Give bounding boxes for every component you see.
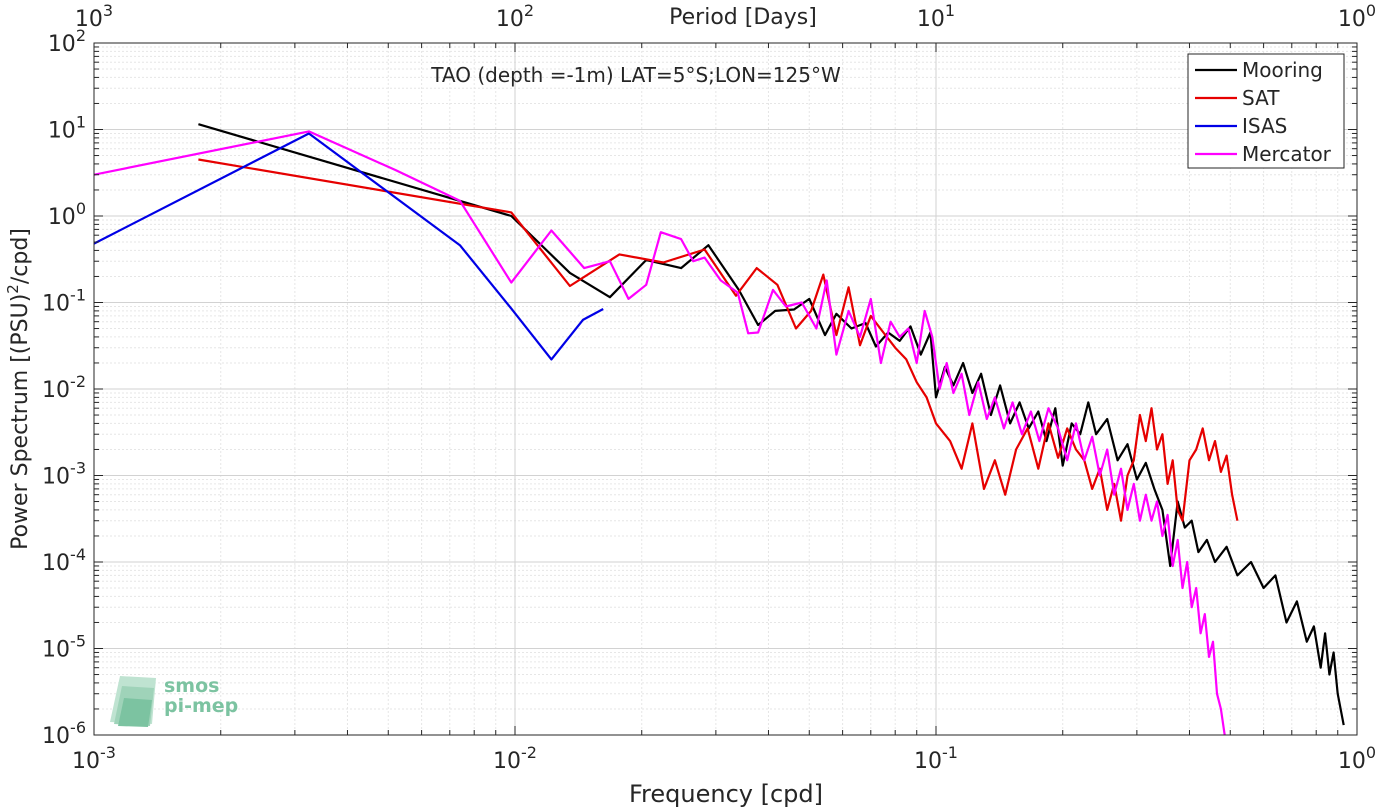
chart-title: TAO (depth =-1m) LAT=5°S;LON=125°W — [430, 63, 841, 87]
top-tick-base: 10 — [1338, 7, 1366, 32]
top-tick-label: 103 — [75, 1, 113, 32]
top-tick-exponent: 0 — [1366, 1, 1376, 20]
y-tick-exponent: -5 — [70, 632, 86, 651]
tick-marks — [93, 42, 1358, 736]
x-tick-label: 100 — [1338, 743, 1376, 774]
series-line-mooring — [198, 123, 1345, 726]
y-axis-label-tail: /cpd] — [8, 228, 33, 284]
y-tick-label: 10-4 — [42, 545, 86, 576]
x-tick-exponent: 0 — [1366, 743, 1376, 762]
logo-text-pimep: pi-mep — [164, 695, 239, 717]
series-line-sat — [198, 158, 1239, 522]
y-tick-base: 10 — [42, 638, 70, 663]
legend-box — [1187, 53, 1345, 169]
y-tick-label: 101 — [48, 113, 86, 144]
y-tick-exponent: 1 — [76, 113, 86, 132]
y-axis-label-sup: 2 — [4, 284, 22, 294]
y-tick-base: 10 — [48, 32, 76, 57]
legend: Mooring SAT ISAS Mercator — [1187, 53, 1345, 169]
series-layer — [94, 123, 1345, 735]
legend-label-mercator: Mercator — [1242, 142, 1332, 166]
y-tick-label: 10-3 — [42, 459, 86, 490]
y-tick-base: 10 — [42, 724, 70, 749]
legend-label-sat: SAT — [1242, 86, 1280, 110]
tick-labels: 10-3 10-2 10-1 10010-610-510-410-310-210-11… — [42, 1, 1376, 774]
x-tick-label: 10-1 — [914, 743, 958, 774]
y-tick-exponent: 0 — [76, 199, 86, 218]
top-tick-base: 10 — [496, 7, 524, 32]
smos-pi-mep-logo: smos pi-mep — [108, 672, 248, 728]
y-tick-exponent: -6 — [70, 718, 86, 737]
legend-label-mooring: Mooring — [1242, 58, 1323, 82]
x-tick-exponent: -1 — [942, 743, 958, 762]
y-tick-label: 10-5 — [42, 632, 86, 663]
y-tick-label: 10-6 — [42, 718, 86, 749]
y-tick-exponent: -4 — [70, 545, 86, 564]
top-tick-base: 10 — [75, 7, 103, 32]
y-tick-base: 10 — [42, 465, 70, 490]
y-tick-exponent: 2 — [76, 26, 86, 45]
series-line-isas — [94, 132, 604, 361]
y-tick-label: 100 — [48, 199, 86, 230]
top-tick-base: 10 — [917, 7, 945, 32]
x-tick-base: 10 — [914, 749, 942, 774]
top-tick-exponent: 2 — [524, 1, 534, 20]
logo-text-smos: smos — [164, 675, 220, 697]
x-tick-exponent: -3 — [100, 743, 116, 762]
top-tick-label: 100 — [1338, 1, 1376, 32]
legend-label-isas: ISAS — [1242, 114, 1287, 138]
y-tick-base: 10 — [48, 205, 76, 230]
x-tick-base: 10 — [493, 749, 521, 774]
y-tick-label: 10-2 — [42, 372, 86, 403]
logo-mark-icon — [110, 676, 156, 727]
y-tick-label: 102 — [48, 26, 86, 57]
y-tick-exponent: -2 — [70, 372, 86, 391]
top-tick-label: 102 — [496, 1, 534, 32]
y-tick-base: 10 — [42, 551, 70, 576]
y-tick-label: 10-1 — [42, 286, 86, 317]
top-tick-exponent: 1 — [945, 1, 955, 20]
x-tick-label: 10-2 — [493, 743, 537, 774]
y-tick-exponent: -1 — [70, 286, 86, 305]
y-axis-label-main: Power Spectrum [(PSU) — [8, 294, 33, 550]
y-axis-label: Power Spectrum [(PSU)2/cpd] — [4, 228, 33, 550]
top-tick-exponent: 3 — [103, 1, 113, 20]
series-line-mercator — [94, 130, 1226, 735]
x-tick-base: 10 — [72, 749, 100, 774]
top-axis-label: Period [Days] — [669, 5, 817, 30]
y-tick-base: 10 — [42, 292, 70, 317]
y-tick-base: 10 — [42, 378, 70, 403]
x-tick-base: 10 — [1338, 749, 1366, 774]
y-tick-exponent: -3 — [70, 459, 86, 478]
x-axis-label: Frequency [cpd] — [629, 780, 823, 808]
top-tick-label: 101 — [917, 1, 955, 32]
y-tick-base: 10 — [48, 119, 76, 144]
x-tick-exponent: -2 — [521, 743, 537, 762]
x-tick-label: 10-3 — [72, 743, 116, 774]
